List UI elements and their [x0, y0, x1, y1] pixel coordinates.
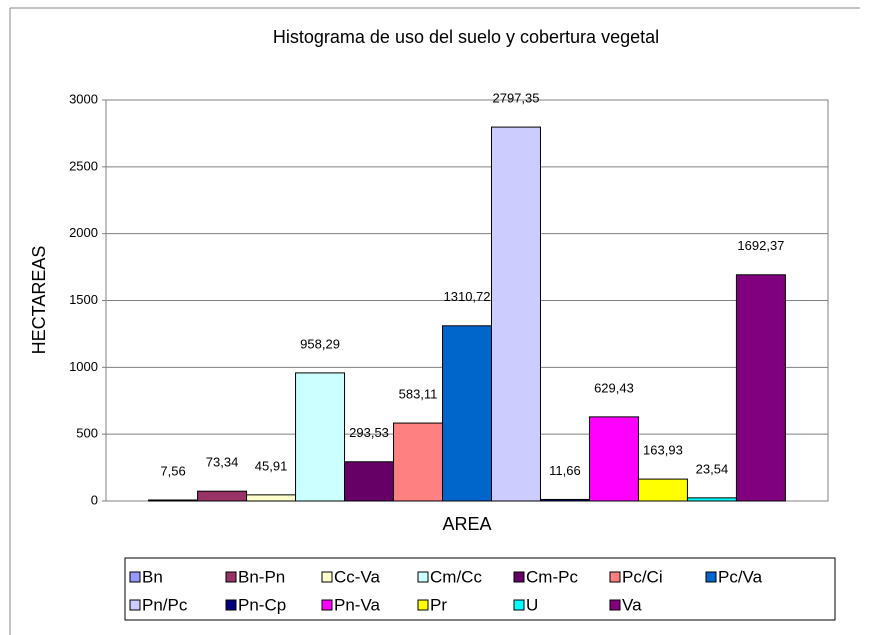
bar: [148, 499, 199, 502]
bar: [637, 478, 688, 502]
legend-label: Bn-Pn: [238, 567, 285, 586]
legend-swatch: [321, 599, 333, 611]
y-tick-label: 1000: [69, 359, 98, 374]
data-label: 7,56: [160, 463, 185, 478]
bar: [197, 490, 248, 502]
legend-label: Pc/Va: [718, 567, 763, 586]
y-tick-label: 1500: [69, 292, 98, 307]
y-tick-label: 2500: [69, 158, 98, 173]
data-label: 583,11: [399, 386, 438, 401]
y-axis-title: HECTAREAS: [29, 246, 49, 355]
data-label: 163,93: [643, 443, 683, 458]
legend-swatch: [705, 571, 717, 583]
legend-swatch: [129, 599, 141, 611]
data-label: 629,43: [594, 380, 634, 395]
bar: [344, 461, 395, 502]
legend-label: Cm/Cc: [430, 567, 482, 586]
bar: [246, 494, 297, 502]
legend-swatch: [513, 599, 525, 611]
data-label: 1692,37: [737, 238, 784, 253]
legend-swatch: [129, 571, 141, 583]
legend-swatch: [225, 599, 237, 611]
data-label: 45,91: [255, 458, 288, 473]
legend-swatch: [609, 571, 621, 583]
legend-swatch: [417, 571, 429, 583]
bar: [686, 497, 737, 502]
legend-label: U: [526, 595, 538, 614]
legend-swatch: [609, 599, 621, 611]
data-label: 293,53: [349, 425, 389, 440]
data-label: 73,34: [206, 455, 239, 470]
legend-label: Cc-Va: [334, 567, 381, 586]
bar: [588, 416, 639, 502]
legend-box: [124, 557, 836, 621]
y-tick-label: 2000: [69, 225, 98, 240]
legend-label: Pn-Va: [334, 595, 381, 614]
bar: [539, 498, 590, 502]
data-label: 958,29: [300, 336, 340, 351]
bar: [735, 274, 786, 502]
data-label: 2797,35: [492, 91, 539, 106]
bar: [393, 422, 444, 502]
y-tick-label: 3000: [69, 91, 98, 106]
legend-swatch: [417, 599, 429, 611]
legend-label: Pr: [430, 595, 447, 614]
data-label: 1310,72: [444, 289, 491, 304]
legend-label: Cm-Pc: [526, 567, 578, 586]
legend-label: Pn/Pc: [142, 595, 188, 614]
legend-swatch: [225, 571, 237, 583]
chart-title: Histograma de uso del suelo y cobertura …: [273, 27, 659, 47]
bar: [295, 372, 346, 502]
legend-swatch: [513, 571, 525, 583]
y-tick-label: 0: [91, 492, 98, 507]
y-tick-label: 500: [76, 426, 98, 441]
bar: [490, 126, 541, 502]
legend-label: Bn: [142, 567, 163, 586]
legend-swatch: [321, 571, 333, 583]
legend-label: Pn-Cp: [238, 595, 286, 614]
data-label: 23,54: [696, 461, 729, 476]
bar: [442, 325, 492, 502]
x-tick-label: AREA: [442, 514, 491, 534]
legend-label: Pc/Ci: [622, 567, 663, 586]
legend-label: Va: [622, 595, 642, 614]
data-label: 11,66: [549, 463, 581, 478]
